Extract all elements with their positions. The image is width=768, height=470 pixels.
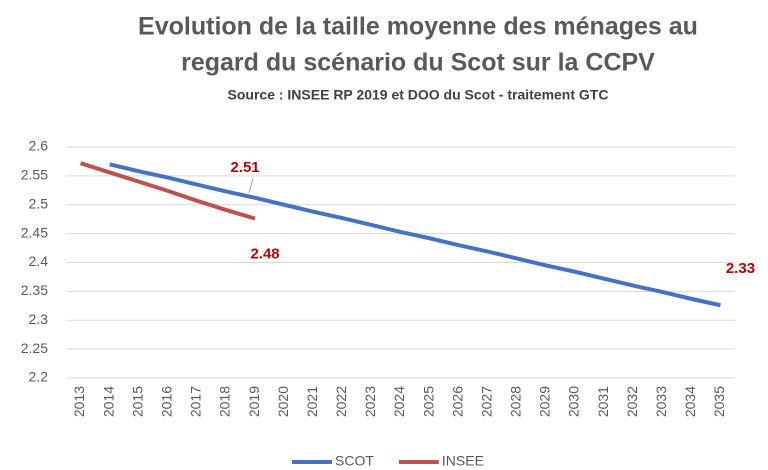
x-tick-label: 2033: [653, 386, 669, 417]
line-series: [109, 162, 721, 308]
x-tick-label: 2030: [566, 386, 582, 417]
x-tick-label: 2029: [537, 386, 553, 417]
y-tick-label: 2.2: [29, 369, 49, 385]
data-label: 2.33: [726, 260, 755, 277]
x-tick-label: 2017: [188, 386, 204, 417]
x-tick-label: 2014: [100, 386, 116, 417]
x-tick-label: 2021: [304, 386, 320, 417]
y-tick-label: 2.4: [29, 253, 49, 269]
x-tick-label: 2024: [391, 386, 407, 417]
x-tick-label: 2027: [478, 386, 494, 417]
chart-subtitle: Source : INSEE RP 2019 et DOO du Scot - …: [228, 87, 609, 103]
line-series: [79, 161, 256, 221]
legend-label: SCOT: [335, 453, 374, 469]
x-tick-label: 2016: [159, 386, 175, 417]
y-tick-label: 2.45: [21, 224, 48, 240]
x-tick-label: 2018: [217, 386, 233, 417]
x-tick-label: 2028: [508, 386, 524, 417]
y-tick-label: 2.6: [29, 138, 49, 154]
y-tick-label: 2.5: [29, 195, 49, 211]
x-tick-label: 2019: [246, 386, 262, 417]
x-tick-label: 2023: [362, 386, 378, 417]
x-tick-label: 2013: [71, 386, 87, 417]
x-tick-label: 2025: [420, 386, 436, 417]
x-tick-label: 2015: [129, 386, 145, 417]
x-tick-label: 2032: [624, 386, 640, 417]
x-tick-label: 2022: [333, 386, 349, 417]
legend-label: INSEE: [442, 453, 484, 469]
y-tick-label: 2.55: [21, 167, 48, 183]
x-tick-label: 2031: [595, 386, 611, 417]
y-tick-label: 2.3: [29, 311, 49, 327]
x-tick-label: 2026: [449, 386, 465, 417]
data-label: 2.51: [230, 159, 259, 176]
x-tick-label: 2035: [711, 386, 727, 417]
x-tick-label: 2034: [682, 386, 698, 417]
x-tick-label: 2020: [275, 386, 291, 417]
data-label: 2.48: [250, 246, 279, 263]
y-tick-label: 2.35: [21, 282, 48, 298]
chart-title: Evolution de la taille moyenne des ménag…: [138, 13, 698, 41]
y-tick-label: 2.25: [21, 340, 48, 356]
label-leader: [248, 177, 254, 193]
chart-title: regard du scénario du Scot sur la CCPV: [181, 49, 655, 77]
